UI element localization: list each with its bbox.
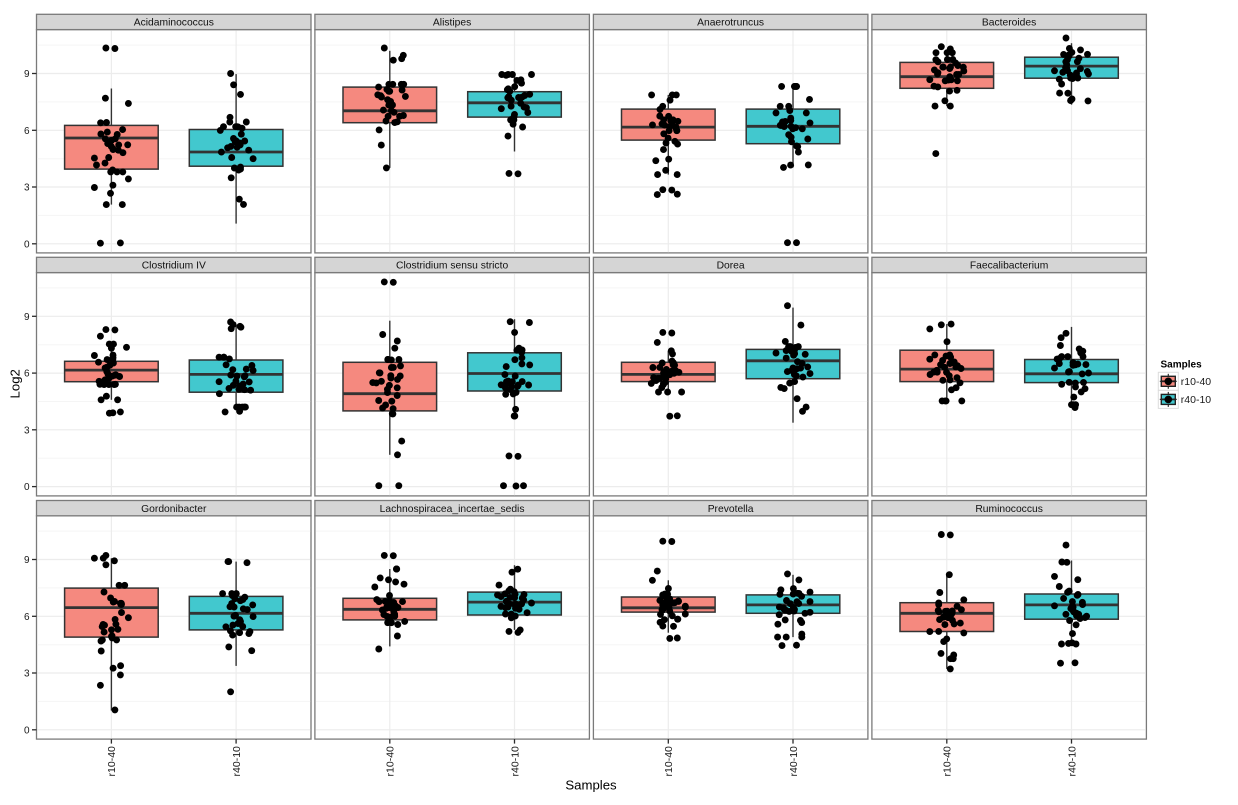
svg-text:r10-40: r10-40 (942, 746, 954, 777)
svg-text:0: 0 (24, 725, 30, 736)
svg-text:3: 3 (24, 425, 30, 436)
svg-text:Samples: Samples (1161, 360, 1203, 371)
svg-text:Clostridium sensu stricto: Clostridium sensu stricto (396, 261, 508, 272)
svg-text:r40-10: r40-10 (231, 746, 243, 777)
svg-text:Prevotella: Prevotella (708, 504, 754, 515)
svg-text:6: 6 (24, 369, 30, 380)
svg-text:Clostridium IV: Clostridium IV (142, 261, 206, 272)
svg-text:r10-40: r10-40 (106, 746, 118, 777)
svg-text:r40-10: r40-10 (1066, 746, 1078, 777)
svg-text:Alistipes: Alistipes (433, 18, 471, 29)
svg-text:r40-10: r40-10 (1181, 394, 1212, 406)
svg-text:9: 9 (24, 555, 30, 566)
svg-text:3: 3 (24, 669, 30, 680)
svg-text:Samples: Samples (565, 778, 617, 793)
svg-text:Acidaminococcus: Acidaminococcus (134, 18, 214, 29)
svg-text:Dorea: Dorea (717, 261, 745, 272)
svg-text:Anaerotruncus: Anaerotruncus (697, 18, 764, 29)
svg-text:Log2: Log2 (8, 369, 23, 398)
svg-text:Gordonibacter: Gordonibacter (141, 504, 207, 515)
svg-text:Bacteroides: Bacteroides (982, 18, 1036, 29)
svg-text:Ruminococcus: Ruminococcus (975, 504, 1043, 515)
svg-text:0: 0 (24, 239, 30, 250)
svg-text:6: 6 (24, 612, 30, 623)
svg-text:r40-10: r40-10 (509, 746, 521, 777)
svg-text:r10-40: r10-40 (385, 746, 397, 777)
svg-text:0: 0 (24, 482, 30, 493)
svg-text:9: 9 (24, 69, 30, 80)
svg-text:3: 3 (24, 183, 30, 194)
svg-text:6: 6 (24, 126, 30, 137)
svg-text:r40-10: r40-10 (788, 746, 800, 777)
svg-text:9: 9 (24, 312, 30, 323)
svg-text:Lachnospiracea_incertae_sedis: Lachnospiracea_incertae_sedis (380, 504, 525, 515)
svg-text:r10-40: r10-40 (1181, 376, 1212, 388)
svg-text:r10-40: r10-40 (663, 746, 675, 777)
svg-text:Faecalibacterium: Faecalibacterium (970, 261, 1048, 272)
